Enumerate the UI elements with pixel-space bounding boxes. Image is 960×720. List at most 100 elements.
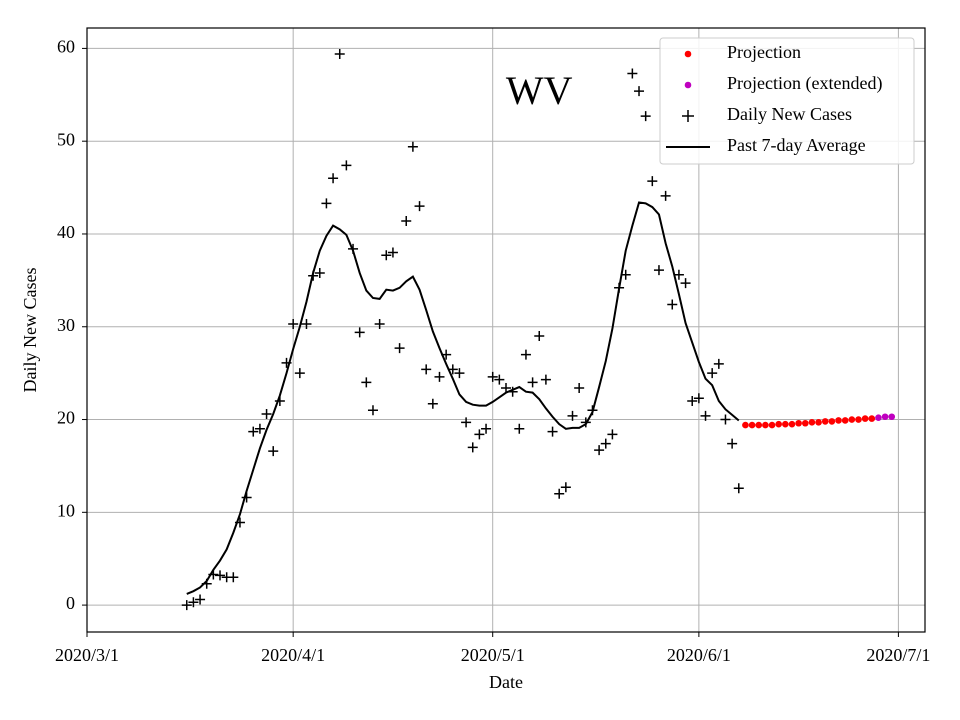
data-point [727,438,738,449]
legend-label: Projection [727,42,801,62]
data-point [188,597,199,608]
data-point [527,377,538,388]
data-point [653,265,664,276]
data-point [401,215,412,226]
data-point [367,405,378,416]
data-point [634,86,645,97]
plot-frame [86,27,926,633]
data-point [314,267,325,278]
data-point [268,446,279,457]
data-point [334,48,345,59]
data-point [261,408,272,419]
x-tick-label: 2020/5/1 [461,645,525,665]
data-point [434,371,445,382]
data-point [195,594,206,605]
data-point [855,416,862,423]
data-point [534,331,545,342]
data-point [407,141,418,152]
data-point [687,395,698,406]
data-point [494,374,505,385]
data-point [574,382,585,393]
x-tick-label: 2020/6/1 [667,645,731,665]
data-point [667,299,678,310]
data-point [748,421,756,429]
data-point [547,426,558,437]
y-tick-label: 40 [57,222,75,242]
data-point [693,393,704,404]
data-point [875,414,882,421]
data-point [387,247,398,258]
data-point [673,269,684,280]
data-point [454,368,465,379]
legend-swatch [682,110,694,122]
data-point [248,426,259,437]
legend-swatch [684,50,692,58]
data-point [808,419,816,426]
y-tick-label: 30 [57,315,75,335]
data-point [288,318,299,329]
data-point [301,318,312,329]
data-point [861,415,869,422]
data-point [514,423,525,434]
data-point [815,419,822,426]
legend-swatch [684,81,692,89]
data-point [700,410,711,421]
data-point [600,438,611,449]
data-point [361,377,372,388]
data-point [594,445,605,456]
data-point [181,600,192,611]
data-point [394,343,405,354]
data-point [481,423,492,434]
data-point [467,442,478,453]
annotation: WV [506,68,573,113]
data-point [560,482,571,493]
data-point [567,410,578,421]
x-tick-label: 2020/3/1 [55,645,119,665]
data-point [720,414,731,425]
data-point [841,417,849,424]
data-point [487,371,498,382]
data-point [828,418,836,425]
data-point [421,364,432,375]
data-point [881,413,889,421]
data-point [228,572,239,583]
data-point [680,278,691,289]
data-point [768,421,776,429]
data-point [848,416,856,423]
data-point [795,419,802,427]
data-point [835,417,842,424]
data-point [660,190,671,201]
data-point [427,398,438,409]
legend-label: Past 7-day Average [727,135,866,155]
data-point [775,420,782,428]
data-point [254,423,265,434]
data-point [414,201,425,212]
data-point [713,358,724,369]
y-tick-label: 50 [57,129,75,149]
data-point [733,483,744,494]
data-point [788,420,796,428]
data-point [461,417,472,428]
data-point [647,176,658,187]
legend-box [659,37,915,165]
x-tick-label: 2020/7/1 [866,645,930,665]
data-point [607,429,618,440]
data-point [321,198,332,209]
legend: Projection Projection (extended) Daily New… [659,37,915,165]
legend-label: Projection (extended) [727,73,882,94]
data-point [501,382,511,393]
data-point [742,421,749,429]
data-point [782,420,789,428]
data-point [801,419,809,427]
data-point [707,368,718,379]
data-point [474,429,485,440]
legend-label: Daily New Cases [727,104,852,124]
data-line [186,201,740,595]
data-point [294,368,305,379]
data-point [341,160,352,171]
data-point [215,570,226,581]
data-point [540,374,551,385]
data-point [354,327,365,338]
y-tick-label: 10 [57,500,75,520]
